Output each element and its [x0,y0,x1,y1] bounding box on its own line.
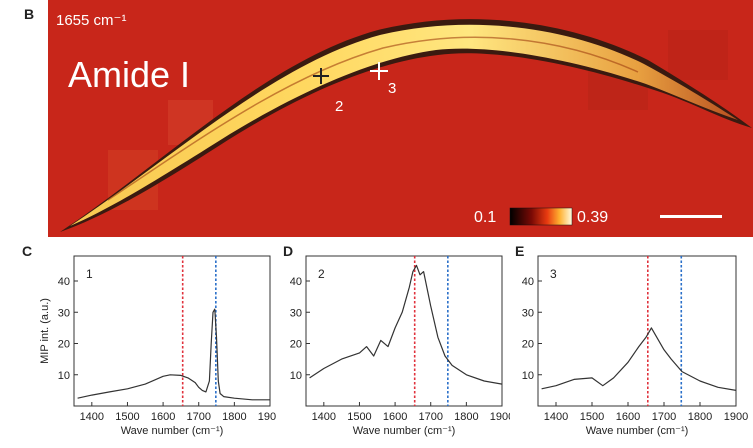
plot-frame [305,255,503,407]
mip-image-panel: 2 3 1655 cm⁻¹ Amide I 0.1 0.39 [48,0,753,237]
trace-label: 1 [86,267,93,281]
spectrum-chart-c: 1400 1500 1600 1700 1800 1900 10 20 30 40 1 Wave nu… [39,255,276,437]
y-tick-label: 20 [522,339,534,351]
x-tick-label: 1900 [258,411,276,423]
panel-letter-c: C [22,243,33,259]
y-tick-label: 40 [58,276,70,288]
y-tick-label: 30 [58,307,70,319]
panel-letter-d: D [283,243,294,259]
x-tick-label: 1400 [544,411,568,423]
y-tick-label: 10 [58,370,70,382]
x-axis-label: Wave number (cm⁻¹) [121,425,224,437]
y-tick-label: 10 [522,370,534,382]
x-tick-label: 1900 [490,411,510,423]
x-tick-label: 1400 [80,411,104,423]
marker-3-label: 3 [388,80,396,97]
colorbar-min-label: 0.1 [474,209,496,226]
x-tick-label: 1400 [312,411,336,423]
x-tick-label: 1800 [688,411,712,423]
panel-letter-e: E [515,243,525,259]
scale-bar [660,215,722,218]
y-tick-label: 30 [522,307,534,319]
y-tick-label: 40 [290,276,302,288]
plot-frame [73,255,271,407]
x-axis-label: Wave number (cm⁻¹) [586,425,689,437]
x-tick-label: 1900 [724,411,748,423]
image-tile [668,30,728,80]
y-tick-label: 40 [522,276,534,288]
x-tick-label: 1700 [652,411,676,423]
spectrum-line [309,264,503,385]
x-tick-label: 1800 [222,411,246,423]
trace-label: 2 [318,267,325,281]
x-tick-label: 1600 [151,411,175,423]
amide-title: Amide I [68,54,190,95]
y-tick-label: 30 [290,307,302,319]
x-tick-label: 1500 [347,411,371,423]
y-tick-label: 20 [58,339,70,351]
x-tick-label: 1500 [580,411,604,423]
colorbar [509,207,573,226]
x-tick-label: 1800 [454,411,478,423]
spectrum-chart-e: 1400 1500 1600 1700 1800 1900 10 20 30 40 3 Wave nu… [522,255,748,437]
y-tick-label: 10 [290,370,302,382]
trace-label: 3 [550,267,557,281]
x-tick-label: 1700 [186,411,210,423]
spectrum-line [77,308,270,401]
x-tick-label: 1700 [418,411,442,423]
spectrum-line [541,327,737,391]
y-tick-label: 20 [290,339,302,351]
marker-3-crosshair [370,62,388,80]
wavenumber-label: 1655 cm⁻¹ [56,12,126,29]
panel-letter-b: B [24,6,35,22]
marker-2-crosshair [313,68,329,84]
colorbar-max-label: 0.39 [577,209,608,226]
x-tick-label: 1500 [115,411,139,423]
y-axis-label: MIP int. (a.u.) [39,298,51,364]
x-tick-label: 1600 [616,411,640,423]
x-tick-label: 1600 [383,411,407,423]
worm-gut-line [107,36,639,201]
spectrum-chart-d: 1400 1500 1600 1700 1800 1900 10 20 30 40 2 Wave nu… [290,255,510,437]
marker-2-label: 2 [335,98,343,115]
x-axis-label: Wave number (cm⁻¹) [353,425,456,437]
